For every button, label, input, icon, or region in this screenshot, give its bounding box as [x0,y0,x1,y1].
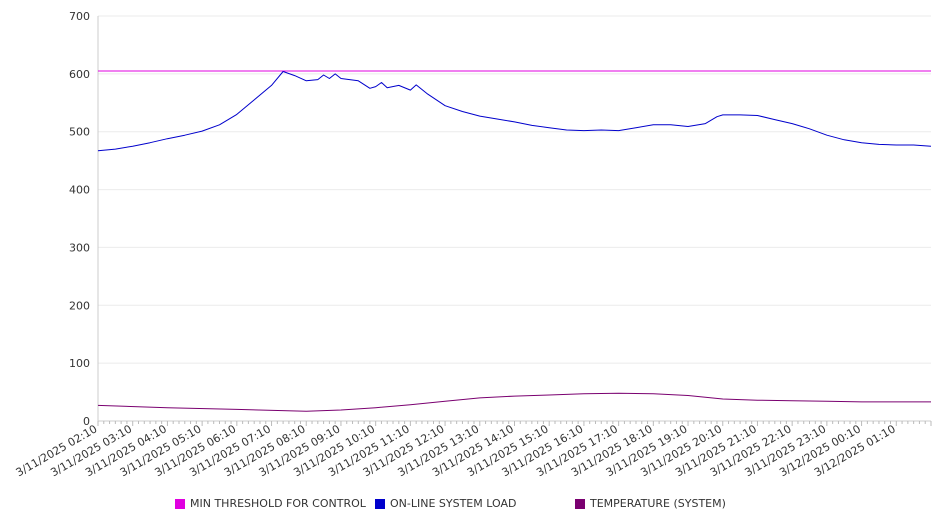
series-lines [97,70,932,412]
y-tick-label-100: 100 [69,357,90,370]
x-axis-ticks: 3/11/2025 02:103/11/2025 03:103/11/2025 … [14,422,898,479]
y-axis-ticks: 0 100 200 300 400 500 600 700 [69,10,90,428]
legend-label-system-load: ON-LINE SYSTEM LOAD [390,497,517,510]
y-tick-label-0: 0 [83,415,90,428]
y-tick-label-700: 700 [69,10,90,23]
y-tick-label-200: 200 [69,299,90,312]
series-line-1 [97,71,932,152]
legend-item-threshold[interactable]: MIN THRESHOLD FOR CONTROL [175,497,366,510]
legend-label-temperature: TEMPERATURE (SYSTEM) [590,497,726,510]
legend-item-temperature[interactable]: TEMPERATURE (SYSTEM) [575,497,726,510]
legend-swatch-temperature [575,498,585,509]
legend-swatch-system-load [375,498,385,509]
y-tick-label-300: 300 [69,241,90,254]
axes [97,16,932,426]
y-tick-label-600: 600 [69,68,90,81]
legend-label-threshold: MIN THRESHOLD FOR CONTROL [190,497,366,510]
grid [98,15,931,364]
y-tick-label-400: 400 [69,184,90,197]
y-tick-label-500: 500 [69,126,90,139]
legend-swatch-threshold [175,498,185,509]
legend: MIN THRESHOLD FOR CONTROL ON-LINE SYSTEM… [0,497,946,515]
series-line-2 [97,392,931,412]
legend-item-system-load[interactable]: ON-LINE SYSTEM LOAD [375,497,516,510]
